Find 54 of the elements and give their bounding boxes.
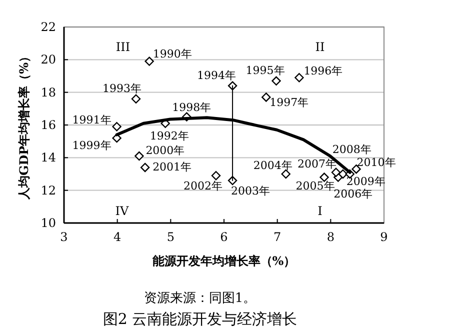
annotation: 1995年: [246, 64, 285, 77]
annotation: 2002年: [184, 180, 222, 193]
y-tick-label: 16: [40, 118, 56, 132]
y-tick-label: 22: [40, 20, 56, 34]
annotation: 1998年: [172, 100, 212, 114]
annotation: 2006年: [334, 187, 373, 200]
annotation: 2004年: [253, 159, 292, 172]
annotation: 1999年: [72, 139, 112, 152]
point: [331, 168, 341, 177]
annotation: II: [315, 40, 325, 54]
text: 图2 云南能源开发与经济增长: [102, 310, 298, 328]
point: [134, 151, 144, 161]
annotation: 2003年: [231, 184, 270, 198]
annotation: 2009年: [346, 175, 386, 188]
annotation: 1991年: [72, 114, 112, 127]
text: 资源来源：同图1。: [144, 291, 256, 306]
annotation: 2008年: [332, 143, 372, 156]
x-tick-label: 8: [326, 230, 334, 244]
x-tick-label: 5: [166, 230, 174, 244]
annotation: 2010年: [356, 156, 396, 170]
annotation: III: [116, 40, 130, 54]
x-tick-label: 9: [380, 230, 388, 244]
point: [131, 94, 141, 104]
y-tick-label: 14: [40, 150, 56, 165]
y-axis-title: 人均GDP年均增长率（%）: [17, 50, 31, 201]
point: [112, 122, 122, 132]
point: [211, 171, 221, 180]
point: [140, 162, 150, 172]
point: [262, 92, 271, 102]
point: [272, 76, 281, 86]
annotation: 1990年: [152, 47, 192, 60]
annotation: 2005年: [296, 179, 335, 192]
annotation: 1993年: [102, 82, 142, 95]
annotation: 1992年: [150, 129, 189, 142]
annotation: 2001年: [152, 160, 192, 174]
annotation: 2000年: [146, 144, 185, 158]
point: [144, 56, 154, 66]
x-tick-label: 6: [220, 230, 228, 244]
annotation: 1997年: [270, 96, 309, 110]
annotation: 1994年: [197, 68, 236, 82]
y-tick-label: 12: [40, 183, 56, 198]
point: [338, 169, 348, 179]
point: [352, 164, 361, 174]
x-axis-title: 能源开发年均增长率（%）: [152, 254, 296, 268]
x-tick-label: 7: [274, 230, 282, 244]
point: [294, 73, 304, 82]
y-tick-label: 10: [40, 216, 56, 230]
x-tick-label: 3: [60, 230, 68, 244]
annotation: IV: [115, 204, 130, 218]
annotation: 1996年: [304, 64, 343, 78]
y-tick-label: 18: [40, 85, 56, 100]
y-tick-label: 20: [40, 52, 56, 67]
annotation: I: [318, 204, 323, 218]
x-tick-label: 4: [114, 230, 122, 244]
